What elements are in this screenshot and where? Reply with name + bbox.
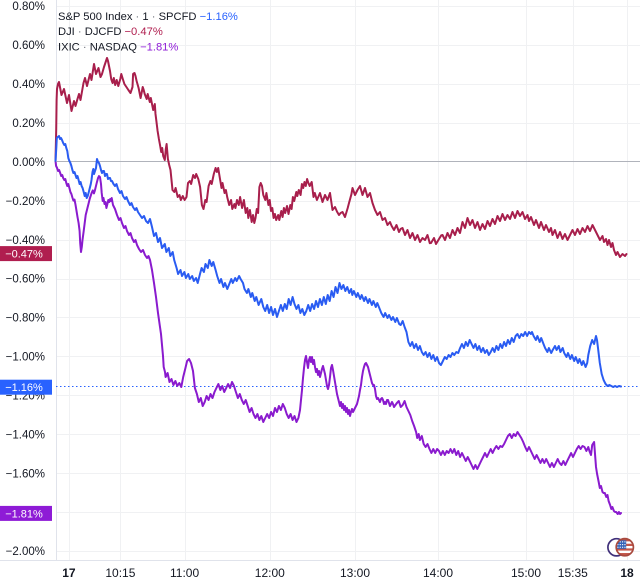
svg-text:DJI · DJCFD −0.47%: DJI · DJCFD −0.47%	[58, 26, 163, 38]
svg-text:S&P 500 Index · 1 · SPCFD −1.1: S&P 500 Index · 1 · SPCFD −1.16%	[58, 11, 238, 23]
svg-text:−1.81%: −1.81%	[5, 508, 43, 520]
svg-text:−1.16%: −1.16%	[5, 382, 43, 394]
svg-text:−0.20%: −0.20%	[6, 196, 45, 208]
svg-text:−0.47%: −0.47%	[5, 249, 43, 261]
svg-text:0.20%: 0.20%	[12, 118, 45, 130]
svg-text:0.40%: 0.40%	[12, 79, 45, 91]
svg-text:−0.40%: −0.40%	[6, 235, 45, 247]
svg-text:−0.60%: −0.60%	[6, 274, 45, 286]
svg-text:−1.60%: −1.60%	[6, 468, 45, 480]
svg-text:18: 18	[620, 566, 634, 580]
svg-text:14:00: 14:00	[423, 566, 453, 580]
svg-text:0.00%: 0.00%	[12, 157, 45, 169]
svg-text:−0.80%: −0.80%	[6, 313, 45, 325]
svg-text:13:00: 13:00	[340, 566, 370, 580]
svg-text:15:00: 15:00	[511, 566, 541, 580]
svg-text:17: 17	[62, 566, 76, 580]
svg-text:0.80%: 0.80%	[12, 1, 45, 13]
svg-text:−1.40%: −1.40%	[6, 429, 45, 441]
svg-text:11:00: 11:00	[170, 566, 199, 580]
svg-text:10:15: 10:15	[105, 566, 135, 580]
svg-text:IXIC · NASDAQ −1.81%: IXIC · NASDAQ −1.81%	[58, 42, 178, 54]
svg-text:−2.00%: −2.00%	[6, 546, 45, 558]
svg-text:−1.00%: −1.00%	[6, 352, 45, 364]
svg-text:15:35: 15:35	[558, 566, 588, 580]
svg-text:0.60%: 0.60%	[12, 40, 45, 52]
svg-text:12:00: 12:00	[255, 566, 285, 580]
